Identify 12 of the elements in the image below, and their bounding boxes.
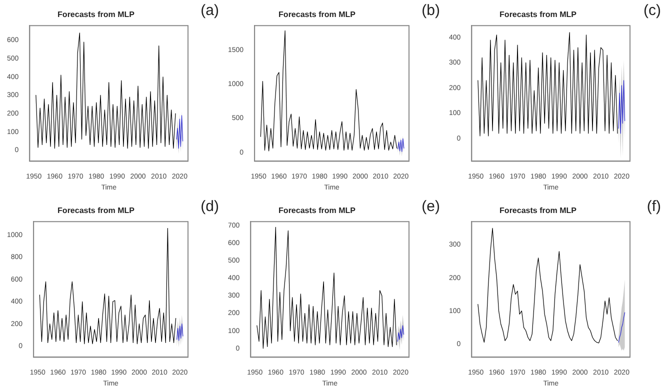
text: (b) bbox=[422, 2, 440, 19]
text: (f) bbox=[646, 198, 661, 215]
chart-title: Forecasts from MLP bbox=[58, 206, 136, 216]
text: (e) bbox=[422, 198, 440, 215]
chart-title: Forecasts from MLP bbox=[58, 10, 136, 20]
chart-title: Forecasts from MLP bbox=[500, 206, 578, 216]
chart-title: Forecasts from MLP bbox=[500, 10, 578, 20]
chart-title: Forecasts from MLP bbox=[278, 206, 356, 216]
text: (c) bbox=[644, 2, 661, 19]
chart-title: Forecasts from MLP bbox=[278, 10, 356, 20]
text: (d) bbox=[200, 198, 219, 215]
text: (a) bbox=[200, 2, 219, 19]
